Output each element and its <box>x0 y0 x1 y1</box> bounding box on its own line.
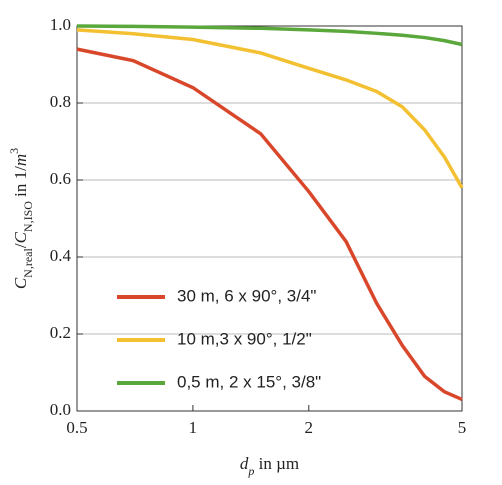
label-part: in 1/ <box>11 166 30 201</box>
legend: 30 m, 6 x 90°, 3/4" 10 m,3 x 90°, 1/2" 0,5… <box>117 286 321 391</box>
y-axis-label: CN,real/CN,ISO in 1/m3 <box>7 148 35 289</box>
data-line <box>76 28 464 189</box>
label-part: d <box>240 454 249 473</box>
data-line <box>76 24 463 47</box>
y-tick-label: 0.6 <box>50 169 71 188</box>
label-part: / <box>11 243 30 248</box>
y-tick-label: 0.2 <box>50 323 71 342</box>
label-part: N,ISO <box>21 201 35 232</box>
y-tick-label: 0.4 <box>50 246 72 265</box>
legend-label: 0,5 m, 2 x 15°, 3/8" <box>177 372 321 391</box>
x-tick-label: 5 <box>458 418 467 437</box>
label-part: m <box>11 154 30 166</box>
x-axis-label: dp in µm <box>240 454 299 478</box>
plot-frame <box>76 25 463 412</box>
label-part: in µm <box>254 454 299 473</box>
label-part: p <box>247 464 254 478</box>
y-tick-label: 0.8 <box>50 92 71 111</box>
label-part: 3 <box>7 148 21 154</box>
legend-label: 30 m, 6 x 90°, 3/4" <box>177 286 316 305</box>
x-tick-label: 2 <box>305 418 314 437</box>
label-part: C <box>11 277 30 289</box>
x-tick-label: 0.5 <box>66 418 87 437</box>
x-tick-label: 1 <box>189 418 198 437</box>
y-tick-label: 0.0 <box>50 400 71 419</box>
label-part: N,real <box>21 248 35 278</box>
data-line <box>76 47 463 402</box>
label-part: C <box>11 231 30 243</box>
legend-label: 10 m,3 x 90°, 1/2" <box>177 329 312 348</box>
y-tick-label: 1.0 <box>50 15 71 34</box>
